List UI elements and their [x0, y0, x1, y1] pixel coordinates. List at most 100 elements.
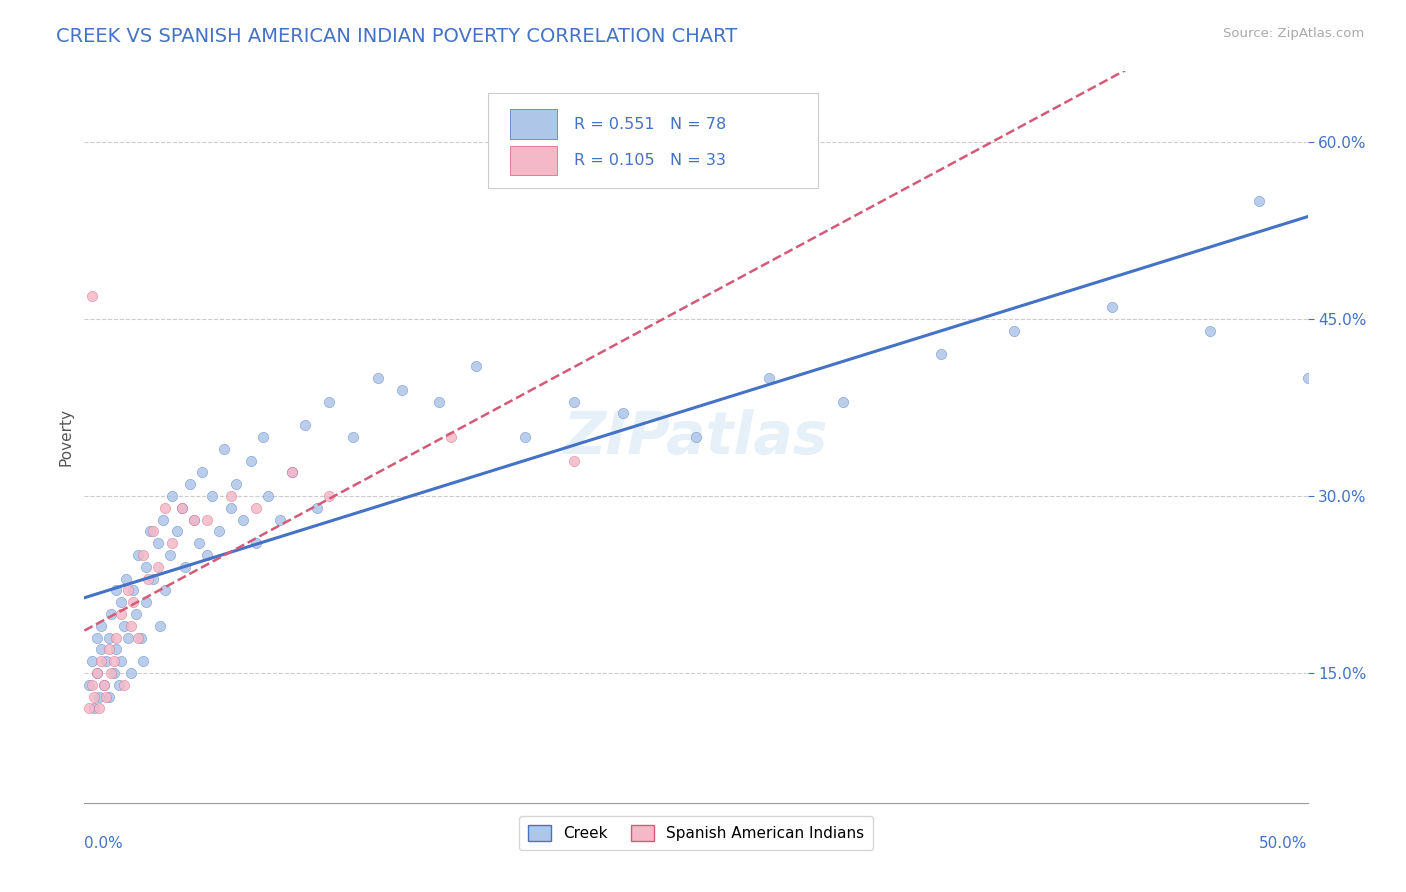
Text: ZIPatlas: ZIPatlas — [564, 409, 828, 466]
Point — [929, 347, 952, 361]
Point — [149, 619, 172, 633]
Point — [269, 513, 291, 527]
Point — [281, 466, 304, 480]
Text: 0.0%: 0.0% — [84, 836, 124, 851]
Point — [183, 513, 205, 527]
Point — [107, 678, 129, 692]
Legend: Creek, Spanish American Indians: Creek, Spanish American Indians — [519, 815, 873, 850]
Point — [142, 524, 165, 539]
Point — [120, 619, 142, 633]
Point — [110, 654, 132, 668]
Point — [245, 500, 267, 515]
Point — [159, 548, 181, 562]
Point — [122, 595, 145, 609]
Text: R = 0.551   N = 78: R = 0.551 N = 78 — [574, 117, 725, 131]
Point — [90, 654, 112, 668]
Point — [110, 607, 132, 621]
Point — [87, 690, 110, 704]
Point — [125, 607, 148, 621]
Point — [318, 394, 340, 409]
Point — [232, 513, 254, 527]
Point — [77, 701, 100, 715]
Point — [342, 430, 364, 444]
Point — [117, 583, 139, 598]
Point — [96, 654, 118, 668]
Point — [97, 642, 120, 657]
Point — [83, 701, 105, 715]
Point — [142, 572, 165, 586]
Point — [305, 500, 328, 515]
Point — [427, 394, 450, 409]
Point — [146, 559, 169, 574]
Point — [367, 371, 389, 385]
Point — [195, 548, 218, 562]
Point — [166, 524, 188, 539]
Point — [294, 418, 316, 433]
Point — [152, 513, 174, 527]
Text: CREEK VS SPANISH AMERICAN INDIAN POVERTY CORRELATION CHART: CREEK VS SPANISH AMERICAN INDIAN POVERTY… — [56, 27, 738, 45]
Point — [208, 524, 231, 539]
Point — [97, 631, 120, 645]
Point — [80, 654, 103, 668]
Point — [132, 548, 155, 562]
Point — [112, 619, 135, 633]
Point — [440, 430, 463, 444]
Point — [281, 466, 304, 480]
Text: R = 0.105   N = 33: R = 0.105 N = 33 — [574, 153, 725, 168]
Bar — [510, 146, 557, 175]
Point — [117, 631, 139, 645]
Point — [96, 690, 118, 704]
Point — [136, 572, 159, 586]
Point — [110, 595, 132, 609]
Point — [120, 666, 142, 681]
Point — [252, 430, 274, 444]
Point — [153, 500, 176, 515]
Point — [83, 690, 105, 704]
Point — [93, 678, 115, 692]
Point — [77, 678, 100, 692]
Point — [219, 489, 242, 503]
Point — [93, 678, 115, 692]
Point — [195, 513, 218, 527]
Point — [1296, 371, 1319, 385]
Point — [1002, 324, 1025, 338]
Point — [86, 666, 108, 681]
Point — [80, 678, 103, 692]
Point — [115, 572, 138, 586]
Point — [103, 666, 125, 681]
Point — [219, 500, 242, 515]
Point — [86, 631, 108, 645]
Y-axis label: Poverty: Poverty — [58, 408, 73, 467]
Point — [562, 453, 585, 467]
Point — [200, 489, 222, 503]
Point — [129, 631, 152, 645]
Point — [90, 619, 112, 633]
Point — [100, 607, 122, 621]
Point — [1247, 194, 1270, 208]
Point — [318, 489, 340, 503]
Point — [139, 524, 162, 539]
Point — [112, 678, 135, 692]
Point — [127, 548, 149, 562]
Point — [153, 583, 176, 598]
Point — [135, 559, 157, 574]
Point — [212, 442, 235, 456]
Point — [172, 500, 194, 515]
Point — [162, 489, 184, 503]
Point — [173, 559, 195, 574]
Point — [179, 477, 201, 491]
Point — [103, 654, 125, 668]
Point — [132, 654, 155, 668]
Point — [1101, 301, 1123, 315]
Point — [162, 536, 184, 550]
Bar — [510, 110, 557, 138]
Text: 50.0%: 50.0% — [1260, 836, 1308, 851]
Point — [86, 666, 108, 681]
Point — [245, 536, 267, 550]
Point — [562, 394, 585, 409]
FancyBboxPatch shape — [488, 94, 818, 188]
Point — [188, 536, 211, 550]
Point — [105, 583, 128, 598]
Point — [135, 595, 157, 609]
Text: Source: ZipAtlas.com: Source: ZipAtlas.com — [1223, 27, 1364, 40]
